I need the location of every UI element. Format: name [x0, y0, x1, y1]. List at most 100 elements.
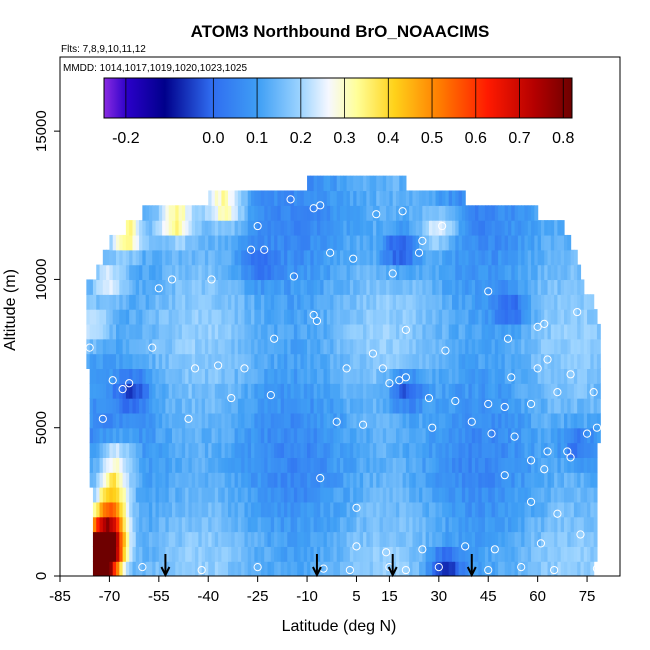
- heatmap-cell: [323, 427, 328, 444]
- heatmap-cell: [382, 279, 387, 295]
- heatmap-cell: [577, 487, 582, 503]
- heatmap-cell: [372, 353, 377, 369]
- heatmap-cell: [573, 427, 578, 444]
- heatmap-cell: [231, 338, 236, 355]
- heatmap-cell: [438, 398, 443, 414]
- heatmap-cell: [102, 546, 107, 562]
- heatmap-cell: [372, 279, 377, 295]
- heatmap-cell: [531, 472, 535, 488]
- heatmap-cell: [389, 294, 394, 310]
- heatmap-cell: [419, 205, 423, 221]
- heatmap-cell: [455, 412, 460, 429]
- heatmap-cell: [590, 546, 595, 562]
- heatmap-cell: [162, 383, 167, 399]
- heatmap-cell: [386, 234, 391, 251]
- heatmap-cell: [310, 323, 315, 340]
- heatmap-cell: [228, 472, 232, 488]
- heatmap-cell: [168, 279, 173, 295]
- heatmap-cell: [475, 220, 479, 236]
- heatmap-cell: [392, 279, 397, 295]
- heatmap-cell: [514, 398, 519, 414]
- heatmap-cell: [481, 398, 486, 414]
- heatmap-cell: [494, 412, 499, 429]
- heatmap-cell: [386, 427, 391, 444]
- heatmap-cell: [590, 531, 595, 547]
- heatmap-cell: [461, 309, 466, 325]
- flight-markers: [160, 554, 477, 578]
- heatmap-cell: [412, 368, 417, 384]
- heatmap-cell: [316, 264, 321, 281]
- heatmap-cell: [326, 234, 331, 251]
- heatmap-cell: [590, 383, 595, 399]
- heatmap-cell: [580, 516, 585, 533]
- heatmap-cell: [399, 501, 404, 518]
- heatmap-cell: [214, 531, 219, 547]
- heatmap-cell: [382, 516, 387, 533]
- heatmap-cell: [596, 368, 601, 384]
- heatmap-cell: [313, 294, 318, 310]
- heatmap-cell: [363, 220, 367, 236]
- heatmap-cell: [336, 249, 341, 266]
- heatmap-cell: [204, 220, 209, 236]
- heatmap-cell: [293, 323, 298, 340]
- heatmap-cell: [442, 472, 447, 488]
- heatmap-cell: [333, 457, 338, 473]
- heatmap-cell: [366, 531, 371, 547]
- heatmap-cell: [432, 487, 437, 503]
- sample-point: [418, 236, 427, 245]
- heatmap-cell: [188, 249, 193, 266]
- heatmap-cell: [438, 205, 443, 221]
- heatmap-cell: [550, 427, 555, 444]
- heatmap-cell: [106, 442, 111, 458]
- heatmap-cell: [316, 516, 321, 533]
- heatmap-cell: [168, 546, 173, 562]
- colorbar-tick-label: -0.2: [112, 130, 140, 147]
- heatmap-cell: [340, 531, 344, 547]
- heatmap-cell: [336, 487, 341, 503]
- heatmap-cell: [540, 516, 545, 533]
- heatmap-cell: [389, 442, 394, 458]
- heatmap-cell: [119, 531, 124, 547]
- heatmap-cell: [188, 427, 193, 444]
- heatmap-cell: [494, 353, 499, 369]
- heatmap-cell: [389, 427, 394, 444]
- heatmap-cell: [195, 398, 199, 414]
- heatmap-cell: [402, 472, 407, 488]
- heatmap-cell: [521, 383, 526, 399]
- heatmap-cell: [511, 309, 516, 325]
- heatmap-cell: [488, 309, 493, 325]
- heatmap-cell: [287, 220, 292, 236]
- heatmap-cell: [349, 353, 354, 369]
- heatmap-cell: [287, 309, 292, 325]
- heatmap-cell: [218, 487, 223, 503]
- heatmap-cell: [323, 309, 328, 325]
- heatmap-cell: [550, 457, 555, 473]
- heatmap-cell: [587, 531, 591, 547]
- heatmap-cell: [392, 264, 397, 281]
- heatmap-cell: [284, 323, 288, 340]
- heatmap-cell: [475, 249, 479, 266]
- heatmap-cell: [382, 472, 387, 488]
- heatmap-cell: [264, 383, 269, 399]
- heatmap-cell: [577, 412, 582, 429]
- heatmap-cell: [389, 323, 394, 340]
- heatmap-cell: [178, 561, 183, 576]
- heatmap-cell: [392, 205, 397, 221]
- heatmap-cell: [570, 309, 575, 325]
- heatmap-cell: [241, 472, 246, 488]
- heatmap-cell: [284, 427, 288, 444]
- heatmap-cell: [409, 531, 414, 547]
- heatmap-cell: [399, 205, 404, 221]
- heatmap-cell: [307, 323, 311, 340]
- heatmap-cell: [359, 501, 364, 518]
- heatmap-cell: [425, 234, 430, 251]
- heatmap-cell: [356, 205, 361, 221]
- heatmap-cell: [399, 175, 404, 192]
- heatmap-cell: [557, 412, 562, 429]
- heatmap-cell: [349, 383, 354, 399]
- heatmap-cell: [442, 398, 447, 414]
- heatmap-cell: [465, 264, 470, 281]
- heatmap-cell: [527, 323, 532, 340]
- heatmap-cell: [326, 427, 331, 444]
- heatmap-cell: [445, 546, 450, 562]
